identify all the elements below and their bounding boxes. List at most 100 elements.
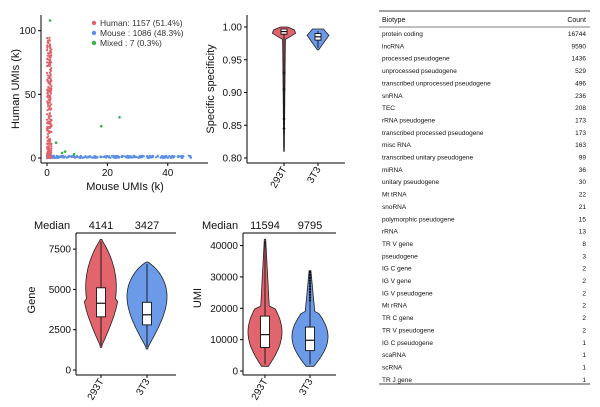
specificity-x-tick-label: 3T3 — [305, 165, 323, 186]
scatter-point-mouse — [114, 154, 117, 158]
scatter-point-mixed — [118, 116, 121, 119]
table-cell-biotype: Mt rRNA — [382, 303, 408, 310]
table-cell-count: 15 — [579, 216, 587, 223]
scatter-point-human — [46, 41, 49, 44]
scatter-point-human — [47, 115, 50, 118]
scatter-point-mouse — [130, 156, 133, 159]
umi-outlier — [308, 296, 312, 299]
gene-y-label: Gene — [26, 287, 38, 314]
scatter-point-mouse — [53, 156, 56, 159]
table-header-count: Count — [567, 17, 586, 24]
scatter-point-human — [48, 126, 51, 130]
umi-outlier — [308, 285, 312, 288]
table-cell-biotype: TR V pseudogene — [382, 327, 435, 334]
umi-x-tick-label: 3T3 — [297, 377, 315, 398]
scatter-point-human — [47, 135, 50, 138]
scatter-point-human — [49, 69, 53, 72]
umi-outlier — [308, 299, 312, 302]
table-cell-count: 9590 — [572, 43, 587, 50]
umi-outlier — [308, 282, 312, 285]
scatter-x-tick-label: 40 — [162, 168, 174, 179]
umi-outlier — [308, 287, 312, 291]
scatter-point-mouse — [93, 156, 96, 159]
umi-y-label: UMI — [192, 288, 204, 308]
umi-outlier — [308, 293, 312, 296]
scatter-point-mouse — [140, 156, 144, 159]
table-cell-biotype: lncRNA — [382, 43, 405, 50]
scatter-x-tick-label: 20 — [102, 168, 114, 179]
umi-y-tick-label: 30000 — [210, 272, 238, 283]
table-cell-count: 173 — [575, 117, 586, 124]
scatter-point-human — [49, 90, 52, 93]
table-cell-biotype: snRNA — [382, 93, 403, 100]
scatter-point-mouse — [99, 155, 102, 158]
scatter-point-mouse — [169, 156, 172, 159]
scatter-y-tick-label: 50 — [25, 90, 37, 101]
table-cell-count: 21 — [579, 204, 587, 211]
gene-y-tick-label: 2500 — [49, 325, 72, 336]
scatter-point-human — [48, 97, 52, 100]
scatter-panel: 0 20 40 0 50 100 Human: 1157 (51.4%)Mouse : 1… — [10, 15, 208, 193]
table-cell-biotype: pseudogene — [382, 253, 418, 260]
table-cell-count: 496 — [575, 80, 586, 87]
scatter-point-human — [48, 54, 51, 57]
scatter-point-human — [48, 82, 51, 85]
scatter-point-mixed — [60, 151, 64, 155]
scatter-point-human — [48, 149, 51, 152]
table-cell-count: 208 — [575, 105, 586, 112]
scatter-point-human — [47, 94, 50, 97]
scatter-point-mouse — [75, 154, 79, 158]
scatter-point-human — [46, 58, 49, 61]
scatter-point-human — [49, 150, 53, 153]
gene-293T-box — [96, 287, 106, 318]
scatter-point-human — [50, 145, 53, 148]
scatter-point-human — [45, 71, 49, 75]
legend-marker — [91, 20, 97, 26]
scatter-point-human — [46, 45, 49, 48]
scatter-point-human — [47, 85, 50, 89]
umi-3T3-box — [305, 326, 315, 352]
scatter-point-human — [47, 153, 50, 156]
table-cell-count: 236 — [575, 93, 586, 100]
umi-outlier — [308, 290, 312, 294]
scatter-point-mouse — [121, 155, 124, 158]
scatter-point-human — [48, 104, 52, 107]
scatter-point-human — [46, 92, 49, 95]
specificity-y-tick-label: 0.95 — [223, 55, 243, 66]
scatter-point-human — [47, 144, 50, 147]
scatter-point-mixed — [72, 152, 76, 156]
table-cell-count: 1 — [582, 377, 586, 384]
scatter-point-mouse — [66, 156, 69, 159]
scatter-point-human — [46, 39, 50, 42]
scatter-point-mouse — [73, 156, 76, 159]
scatter-point-human — [46, 61, 49, 64]
umi-outlier — [308, 276, 312, 280]
gene-y-tick-label: 0 — [65, 366, 71, 377]
table-cell-count: 2 — [582, 266, 586, 273]
scatter-point-mixed — [100, 124, 103, 128]
scatter-point-mouse — [189, 156, 192, 159]
scatter-point-human — [48, 63, 51, 66]
scatter-x-label: Mouse UMIs (k) — [86, 181, 164, 193]
table-cell-biotype: transcribed processed pseudogene — [382, 130, 484, 137]
table-cell-biotype: misc RNA — [382, 142, 412, 149]
scatter-point-mouse — [54, 156, 58, 159]
scatter-point-mouse — [162, 155, 166, 158]
scatter-point-human — [49, 80, 52, 83]
table-cell-biotype: unitary pseudogene — [382, 179, 439, 186]
scatter-point-human — [50, 123, 53, 126]
scatter-y-tick-label: 0 — [30, 154, 36, 165]
table-cell-count: 3 — [582, 253, 586, 260]
table-cell-biotype: protein coding — [382, 31, 423, 38]
scatter-point-mouse — [117, 155, 120, 159]
scatter-point-human — [47, 120, 50, 123]
gene-3T3-box — [142, 301, 152, 326]
table-cell-count: 163 — [575, 142, 586, 149]
scatter-point-mouse — [146, 156, 149, 160]
scatter-point-mouse — [87, 156, 90, 159]
scatter-y-tick-label: 100 — [19, 26, 36, 37]
table-cell-biotype: transcribed unprocessed pseudogene — [382, 80, 491, 87]
scatter-point-human — [47, 156, 51, 159]
scatter-point-mouse — [187, 154, 190, 157]
scatter-point-human — [46, 79, 49, 82]
